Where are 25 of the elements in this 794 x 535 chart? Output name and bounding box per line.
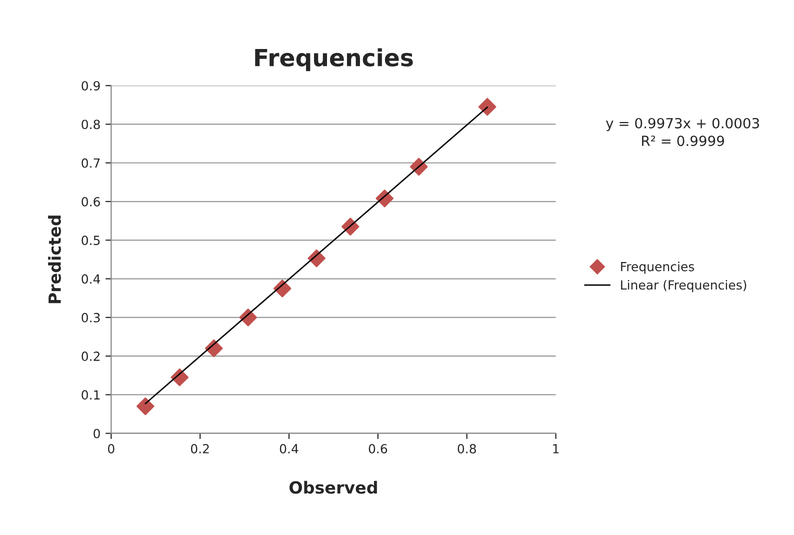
x-tick-label: 0.4 [280,444,298,454]
point [478,98,496,116]
x-tick-label: 0.8 [458,444,476,454]
y-tick-label: 0.8 [82,120,100,130]
y-tick-label: 0.6 [82,196,100,206]
text: y = 0.9973x + 0.0003 [606,118,760,132]
point [136,397,154,416]
y-axis-title: Predicted [48,216,61,304]
x-axis-title: Observed [289,480,377,494]
y-tick-label: 0.5 [82,236,100,246]
y-tick-label: 0.1 [82,390,100,400]
y-tick-label: 0.2 [82,352,100,361]
y-tick-label: 0 [94,428,100,438]
y-tick-label: 0.3 [82,312,100,322]
x-tick-label: 0.6 [368,444,388,454]
x-tick-label: 1 [553,444,559,454]
y-tick-label: 0.9 [82,81,100,91]
y-tick-label: 0.4 [82,274,100,284]
chart-title: Frequencies [255,48,413,72]
x-tick-label: 0 [108,444,114,454]
text: R² = 0.9999 [642,136,724,146]
x-tick-label: 0.2 [190,444,209,454]
y-tick-label: 0.7 [82,158,100,168]
legend-label: Linear (Frequencies) [621,280,746,292]
legend-label: Frequencies [621,262,694,274]
